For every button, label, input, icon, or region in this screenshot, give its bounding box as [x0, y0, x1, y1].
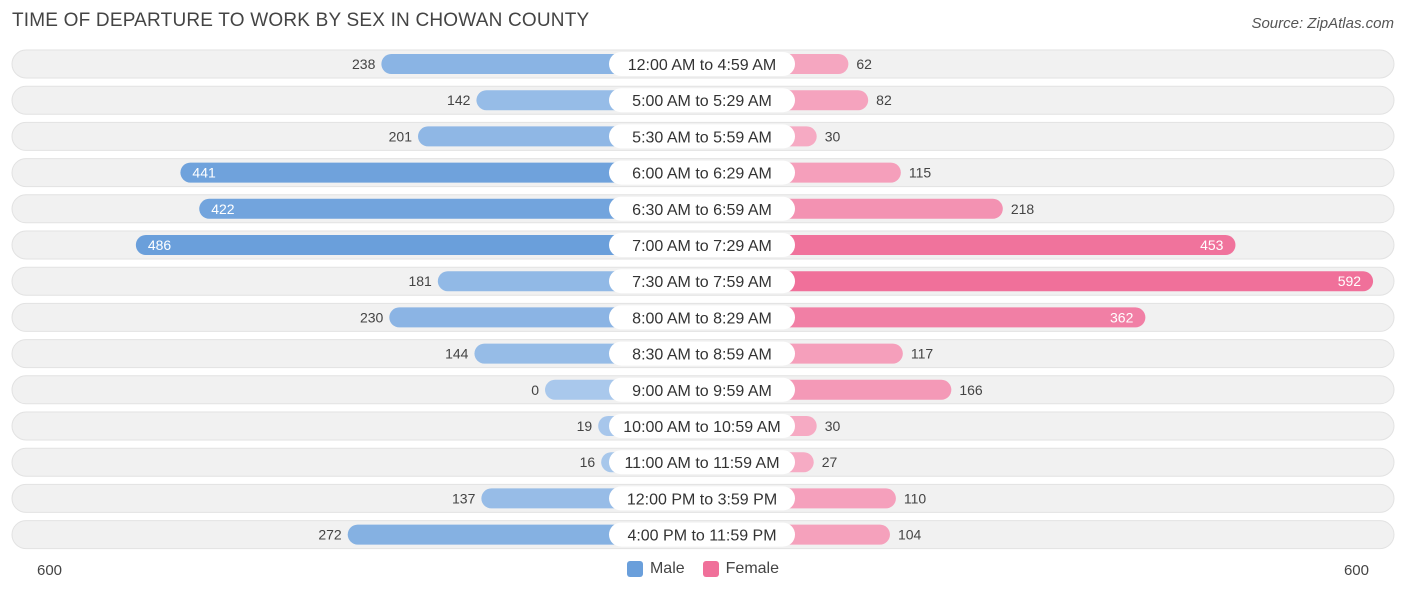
value-label-female: 117: [911, 346, 934, 362]
category-label: 6:30 AM to 6:59 AM: [632, 202, 772, 219]
bar-male: [180, 162, 702, 183]
category-label-background: [609, 522, 795, 547]
value-label-female: 115: [909, 165, 932, 181]
category-label-background: [609, 196, 795, 221]
category-label-background: [609, 486, 795, 511]
value-label-female: 62: [856, 56, 872, 72]
category-label-background: [609, 341, 795, 366]
category-label: 8:30 AM to 8:59 AM: [632, 347, 772, 364]
bar-male: [135, 235, 703, 255]
legend-label-female: Female: [725, 560, 780, 577]
value-label-male: 181: [408, 273, 432, 289]
chart-svg: 238 62 12:00 AM to 4:59 AM 142 82 5:00 AM to …: [11, 49, 1395, 550]
value-label-male: 441: [192, 165, 216, 181]
value-label-male: 0: [531, 382, 539, 398]
legend-swatch-female: [702, 561, 719, 577]
category-label-background: [609, 124, 795, 149]
category-label: 8:00 AM to 8:29 AM: [632, 310, 772, 327]
legend-item-male: Male: [626, 560, 685, 578]
value-label-female: 30: [825, 128, 841, 144]
bar-male: [199, 198, 702, 219]
x-axis-right-label: 600: [1343, 562, 1369, 579]
category-label-background: [609, 160, 795, 185]
value-label-female: 104: [898, 527, 922, 543]
category-label-background: [609, 233, 795, 257]
category-label: 12:00 AM to 4:59 AM: [628, 57, 777, 74]
source-note: Source: ZipAtlas.com: [1251, 15, 1394, 32]
value-label-male: 144: [445, 346, 469, 362]
category-label: 9:00 AM to 9:59 AM: [632, 383, 772, 400]
value-label-male: 422: [211, 201, 235, 217]
category-label-background: [609, 377, 795, 402]
value-label-male: 137: [452, 490, 476, 506]
category-label: 5:30 AM to 5:59 AM: [632, 129, 772, 146]
category-label: 7:30 AM to 7:59 AM: [632, 274, 772, 291]
category-label-background: [609, 269, 795, 294]
value-label-female: 27: [822, 454, 838, 470]
value-label-male: 142: [447, 92, 471, 108]
category-label: 7:00 AM to 7:29 AM: [632, 238, 772, 255]
value-label-male: 272: [318, 527, 342, 543]
category-label: 5:00 AM to 5:29 AM: [632, 93, 772, 110]
chart-title: TIME OF DEPARTURE TO WORK BY SEX IN CHOW…: [12, 10, 590, 31]
value-label-male: 201: [389, 128, 413, 144]
category-label-background: [609, 305, 795, 330]
category-label-background: [609, 450, 795, 475]
value-label-male: 19: [577, 418, 593, 434]
value-label-female: 362: [1110, 309, 1134, 325]
value-label-female: 30: [825, 418, 841, 434]
value-label-female: 453: [1200, 237, 1224, 253]
legend-item-female: Female: [702, 560, 780, 578]
bar-female: [702, 235, 1236, 255]
value-label-female: 82: [876, 92, 892, 108]
value-label-male: 238: [352, 56, 376, 72]
category-label: 4:00 PM to 11:59 PM: [627, 528, 776, 545]
category-label: 10:00 AM to 10:59 AM: [623, 419, 780, 436]
category-label: 6:00 AM to 6:29 AM: [632, 166, 772, 183]
value-label-male: 486: [148, 237, 172, 253]
category-label: 11:00 AM to 11:59 AM: [624, 455, 779, 472]
bar-female: [702, 307, 1146, 328]
legend-label-male: Male: [649, 560, 685, 577]
value-label-female: 218: [1011, 201, 1035, 217]
x-axis-left-label: 600: [37, 562, 63, 579]
category-label: 12:00 PM to 3:59 PM: [627, 491, 777, 508]
legend: Male Female: [0, 560, 1406, 578]
value-label-male: 230: [360, 309, 384, 325]
value-label-female: 110: [904, 490, 927, 506]
bar-female: [702, 271, 1374, 292]
category-label-background: [609, 52, 795, 76]
legend-swatch-male: [626, 561, 643, 577]
category-label-background: [609, 88, 795, 113]
category-label-background: [609, 414, 795, 438]
value-label-male: 16: [580, 454, 596, 470]
value-label-female: 592: [1338, 273, 1362, 289]
value-label-female: 166: [959, 382, 983, 398]
